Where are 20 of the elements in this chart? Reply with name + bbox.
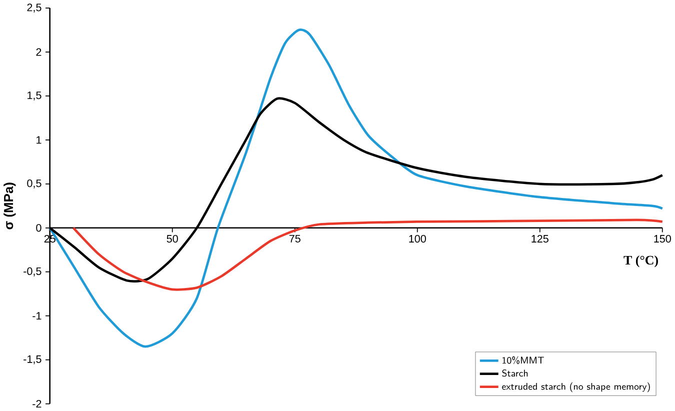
y-tick-label: -1 (32, 312, 42, 320)
x-tick-label: 75 (289, 234, 300, 242)
y-tick-label: 2,5 (27, 4, 42, 12)
x-tick-label: 125 (532, 234, 548, 243)
y-tick-label: -1,5 (24, 355, 42, 364)
y-tick-label: 1 (36, 136, 42, 144)
x-tick-label: 150 (654, 234, 671, 243)
x-tick-label: 100 (409, 234, 426, 243)
legend-label: 10%MMT (502, 356, 544, 364)
y-tick-label: 0,5 (27, 179, 42, 188)
y-axis-title: σ (MPa) (4, 182, 16, 230)
y-tick-label: -2 (32, 400, 42, 408)
y-tick-label: 2 (36, 48, 42, 56)
y-tick-label: -0,5 (24, 267, 42, 276)
legend-label: Starch (502, 369, 528, 377)
x-axis-title: T (°C) (624, 255, 658, 268)
y-tick-label: 1,5 (28, 92, 42, 100)
legend-label: extruded starch (no shape memory) (502, 382, 650, 392)
x-tick-label: 50 (166, 234, 178, 243)
y-tick-label: 0 (36, 224, 42, 232)
